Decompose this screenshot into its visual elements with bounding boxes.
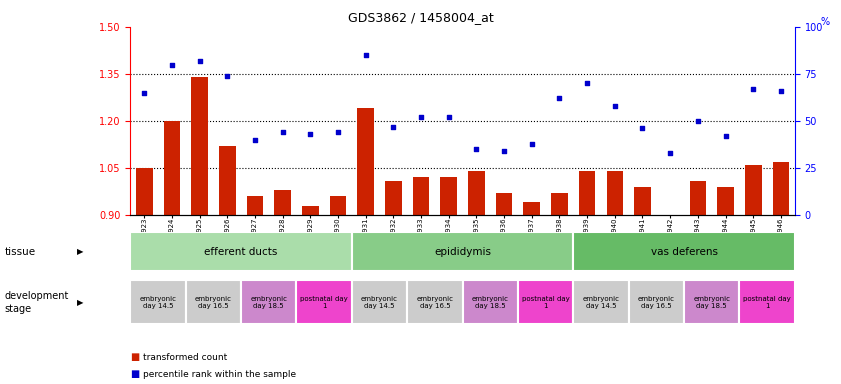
Bar [241,280,296,324]
Bar [574,232,795,271]
Text: embryonic
day 16.5: embryonic day 16.5 [195,296,232,309]
Point [636,126,649,132]
Y-axis label: %: % [820,17,829,27]
Bar [296,280,352,324]
Text: embryonic
day 18.5: embryonic day 18.5 [251,296,288,309]
Bar [246,196,263,215]
Text: postnatal day
1: postnatal day 1 [743,296,791,309]
Text: ▶: ▶ [77,247,83,256]
Bar [523,202,540,215]
Bar [219,146,235,215]
Point [691,118,705,124]
Text: embryonic
day 14.5: embryonic day 14.5 [361,296,398,309]
Bar [463,280,518,324]
Point [497,148,510,154]
Text: ▶: ▶ [77,298,83,307]
Bar [441,177,457,215]
Point [775,88,788,94]
Text: tissue: tissue [4,247,35,257]
Point [137,90,151,96]
Point [553,95,566,101]
Text: percentile rank within the sample: percentile rank within the sample [143,370,296,379]
Bar [518,280,574,324]
Bar [628,280,684,324]
Bar [495,193,512,215]
Text: transformed count: transformed count [143,353,227,362]
Point [276,129,289,135]
Bar [302,206,319,215]
Text: embryonic
day 18.5: embryonic day 18.5 [472,296,509,309]
Text: postnatal day
1: postnatal day 1 [521,296,569,309]
Bar [574,280,628,324]
Point [165,61,178,68]
Point [664,150,677,156]
Text: GDS3862 / 1458004_at: GDS3862 / 1458004_at [347,12,494,25]
Bar [684,280,739,324]
Text: ■: ■ [130,352,140,362]
Bar [717,187,734,215]
Bar [352,280,407,324]
Point [525,141,538,147]
Bar [551,193,568,215]
Bar [690,180,706,215]
Point [304,131,317,137]
Text: embryonic
day 16.5: embryonic day 16.5 [637,296,674,309]
Bar [186,280,241,324]
Bar [634,187,651,215]
Bar [274,190,291,215]
Text: epididymis: epididymis [434,247,491,257]
Bar [468,171,484,215]
Bar [606,171,623,215]
Point [359,52,373,58]
Point [608,103,621,109]
Bar [385,180,402,215]
Bar [130,280,186,324]
Text: efferent ducts: efferent ducts [204,247,278,257]
Text: embryonic
day 16.5: embryonic day 16.5 [416,296,453,309]
Point [331,129,345,135]
Bar [330,196,346,215]
Bar [357,108,374,215]
Point [580,80,594,86]
Text: embryonic
day 18.5: embryonic day 18.5 [693,296,730,309]
Text: postnatal day
1: postnatal day 1 [300,296,348,309]
Text: embryonic
day 14.5: embryonic day 14.5 [140,296,177,309]
Text: embryonic
day 14.5: embryonic day 14.5 [583,296,620,309]
Bar [773,162,789,215]
Point [248,137,262,143]
Bar [163,121,180,215]
Bar [130,232,352,271]
Point [387,124,400,130]
Point [747,86,760,92]
Bar [352,232,574,271]
Bar [739,280,795,324]
Text: vas deferens: vas deferens [650,247,717,257]
Bar [413,177,429,215]
Point [719,133,733,139]
Text: ■: ■ [130,369,140,379]
Bar [136,168,152,215]
Bar [745,165,761,215]
Bar [191,77,208,215]
Text: development
stage: development stage [4,291,69,314]
Bar [407,280,463,324]
Point [220,73,234,79]
Point [193,58,206,64]
Bar [579,171,595,215]
Point [415,114,428,120]
Point [442,114,456,120]
Point [469,146,483,152]
